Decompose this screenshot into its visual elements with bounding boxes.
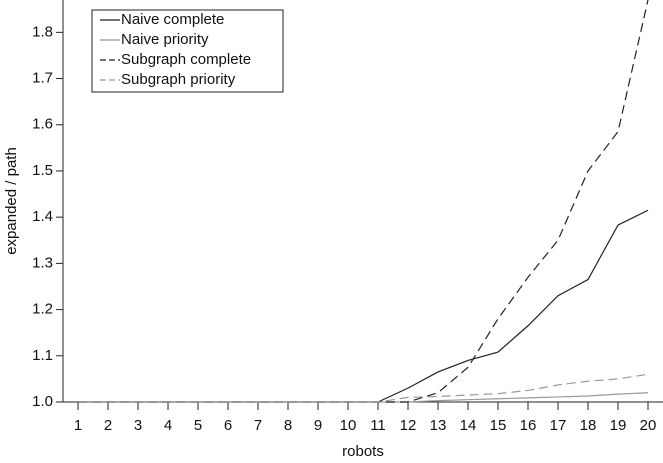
x-tick-label: 5 xyxy=(194,417,202,434)
series-line xyxy=(78,392,649,403)
series-line xyxy=(78,209,649,403)
legend-label: Subgraph priority xyxy=(121,71,236,88)
y-tick-label: 1.0 xyxy=(32,393,53,410)
x-tick-label: 12 xyxy=(400,417,417,434)
x-tick-label: 13 xyxy=(430,417,447,434)
y-tick-label: 1.1 xyxy=(32,347,53,364)
y-tick-label: 1.4 xyxy=(32,208,53,225)
y-tick-label: 1.5 xyxy=(32,162,53,179)
x-tick-label: 14 xyxy=(460,417,477,434)
x-tick-label: 3 xyxy=(134,417,142,434)
x-tick-label: 1 xyxy=(74,417,82,434)
y-tick-label: 1.2 xyxy=(32,301,53,318)
x-axis-label: robots xyxy=(342,443,384,460)
legend-box xyxy=(91,9,284,93)
x-tick-label: 9 xyxy=(314,417,322,434)
legend-label: Naive priority xyxy=(121,31,209,48)
x-tick-label: 10 xyxy=(340,417,357,434)
x-tick-label: 2 xyxy=(104,417,112,434)
legend-label: Naive complete xyxy=(121,11,224,28)
x-tick-label: 17 xyxy=(550,417,567,434)
y-tick-label: 1.6 xyxy=(32,116,53,133)
x-tick-label: 11 xyxy=(370,417,386,434)
x-tick-label: 15 xyxy=(490,417,507,434)
x-tick-label: 20 xyxy=(640,417,657,434)
x-tick-label: 7 xyxy=(254,417,262,434)
legend-label: Subgraph complete xyxy=(121,51,251,68)
x-tick-label: 6 xyxy=(224,417,232,434)
series-line xyxy=(78,373,649,403)
y-tick-label: 1.3 xyxy=(32,254,53,271)
y-axis-label: expanded / path xyxy=(3,147,20,255)
x-tick-label: 8 xyxy=(284,417,292,434)
x-tick-label: 16 xyxy=(520,417,537,434)
y-tick-label: 1.7 xyxy=(32,70,53,87)
x-tick-label: 18 xyxy=(580,417,597,434)
x-tick-label: 4 xyxy=(164,417,172,434)
y-tick-label: 1.8 xyxy=(32,23,53,40)
x-tick-label: 19 xyxy=(610,417,627,434)
